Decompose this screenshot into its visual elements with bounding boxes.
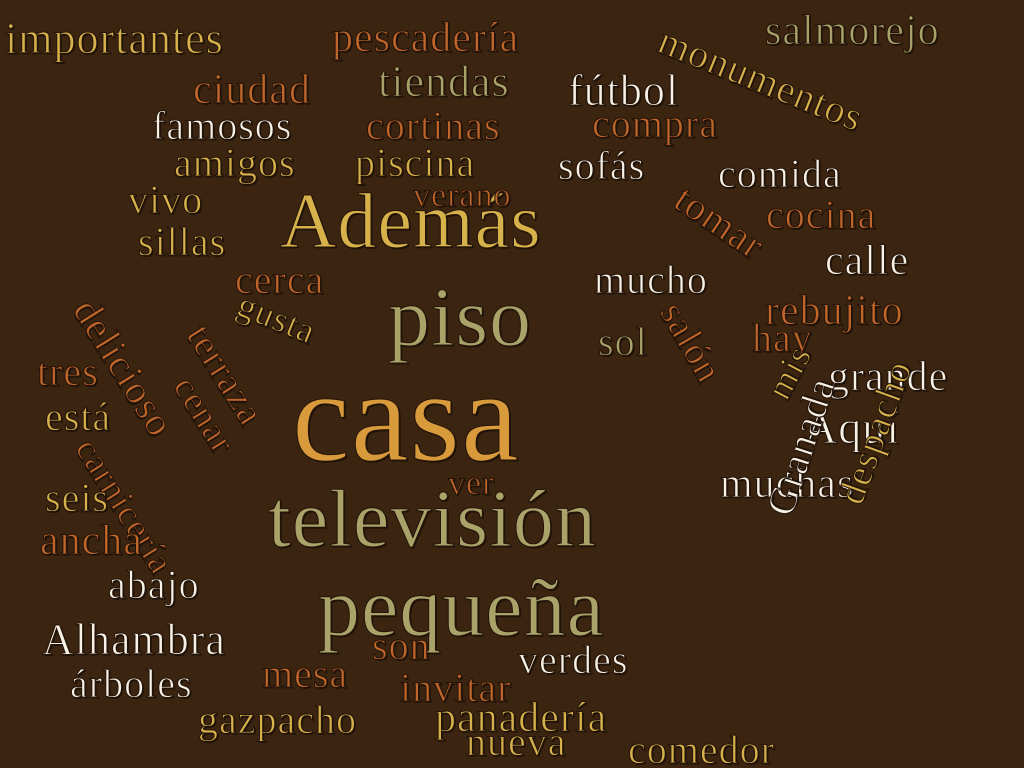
cloud-word: famosos — [151, 103, 293, 148]
cloud-word: hay — [752, 315, 813, 360]
cloud-word: sillas — [137, 219, 227, 264]
cloud-word: rebujito — [765, 288, 904, 334]
cloud-word: amigos — [174, 140, 296, 185]
cloud-word: verdes — [517, 637, 629, 682]
cloud-word: son — [372, 623, 431, 668]
cloud-word: gazpacho — [197, 697, 358, 742]
cloud-word: abajo — [108, 562, 200, 607]
cloud-word: sol — [598, 319, 648, 364]
cloud-word: compra — [592, 101, 718, 146]
cloud-word: árboles — [70, 661, 193, 706]
cloud-word: calle — [824, 238, 910, 284]
cloud-word: muchas — [719, 461, 855, 507]
cloud-word: salón — [651, 295, 731, 391]
cloud-word: invitar — [399, 665, 512, 710]
cloud-word: salmorejo — [765, 8, 940, 54]
cloud-word: ciudad — [193, 67, 311, 113]
cloud-word: tres — [37, 349, 99, 394]
cloud-word: cocina — [765, 192, 877, 237]
cloud-word: sofás — [557, 143, 646, 188]
cloud-word: seis — [45, 475, 109, 520]
cloud-word: está — [44, 394, 112, 439]
cloud-word: mucho — [594, 257, 708, 302]
cloud-word: ver — [447, 465, 495, 502]
cloud-word: Alhambra — [42, 615, 226, 664]
cloud-word: casa — [292, 345, 520, 489]
cloud-word: tiendas — [378, 57, 510, 106]
cloud-word: fútbol — [567, 66, 680, 115]
cloud-word: comida — [718, 151, 842, 196]
cloud-word: pescadería — [331, 15, 520, 61]
cloud-word: cortinas — [366, 103, 501, 148]
cloud-word: piscina — [354, 140, 476, 185]
cloud-word: importantes — [5, 14, 224, 63]
cloud-word: piso — [387, 271, 533, 364]
cloud-word: comedor — [628, 727, 775, 768]
cloud-word: nueva — [466, 719, 567, 764]
cloud-word: pequeña — [318, 561, 605, 654]
cloud-word: mesa — [261, 651, 349, 696]
cloud-word: grande — [827, 354, 949, 400]
cloud-word: Aquí — [804, 402, 900, 453]
cloud-word: verano — [413, 177, 512, 214]
cloud-word: televisión — [268, 473, 597, 564]
cloud-word: panadería — [434, 695, 608, 741]
cloud-word: vivo — [127, 177, 204, 222]
cloud-word: cerca — [234, 257, 325, 302]
cloud-word: Además — [280, 177, 542, 264]
cloud-word: ancha — [40, 518, 143, 564]
